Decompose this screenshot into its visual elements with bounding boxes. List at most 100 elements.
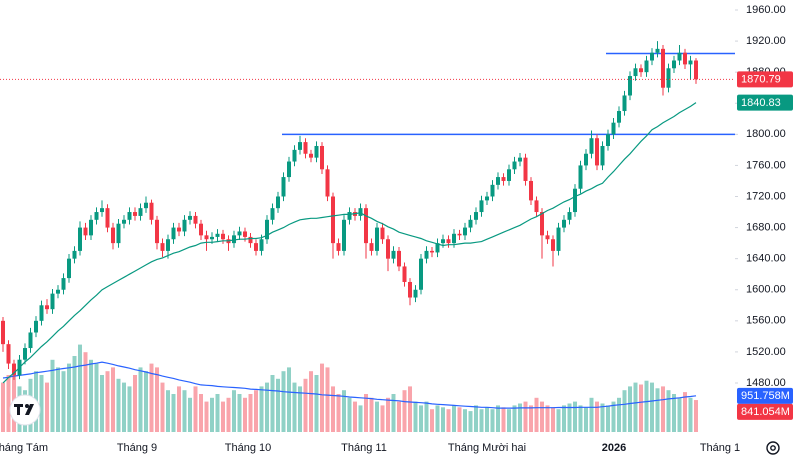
volume-bar bbox=[292, 382, 297, 432]
volume-bar bbox=[56, 367, 60, 432]
candle-body bbox=[551, 239, 555, 251]
volume-bar bbox=[666, 390, 671, 432]
volume-bar bbox=[325, 367, 330, 432]
settings-button[interactable] bbox=[766, 441, 780, 455]
volume-label: 841.054M bbox=[741, 406, 790, 418]
x-tick-label: Tháng 9 bbox=[117, 442, 157, 454]
candle-body bbox=[34, 320, 38, 333]
volume-bar bbox=[479, 409, 484, 432]
volume-bar bbox=[111, 367, 115, 432]
candle-body bbox=[672, 60, 676, 69]
candle-body bbox=[534, 200, 539, 213]
candle-body bbox=[298, 142, 302, 150]
logo-circle bbox=[9, 394, 41, 426]
volume-bar bbox=[89, 359, 93, 432]
ma-label: 1840.83 bbox=[741, 97, 781, 109]
volume-bar bbox=[221, 401, 225, 432]
volume-bar bbox=[226, 397, 231, 432]
candle-body bbox=[413, 289, 418, 298]
candle-body bbox=[6, 344, 11, 364]
candle-body bbox=[485, 196, 489, 201]
candle-body bbox=[622, 95, 627, 112]
volume-bar bbox=[611, 401, 616, 432]
candle-body bbox=[199, 223, 203, 236]
candle-body bbox=[204, 235, 209, 240]
volume-bar bbox=[45, 382, 49, 432]
candle-body bbox=[347, 212, 352, 220]
candle-body bbox=[463, 227, 467, 236]
candle-body bbox=[325, 169, 330, 197]
volume-bar bbox=[237, 394, 242, 432]
candle-body bbox=[336, 243, 341, 251]
volume-bar bbox=[380, 405, 385, 432]
candle-body bbox=[562, 219, 566, 228]
gear-outer[interactable] bbox=[766, 441, 780, 455]
candle-body bbox=[474, 212, 478, 220]
candle-body bbox=[452, 233, 456, 244]
volume-bar bbox=[61, 371, 66, 432]
volume-bar bbox=[534, 397, 539, 432]
volume-bar bbox=[369, 397, 374, 432]
axes: 1480.00 1520.00 1560.00 1600.00 1640.00 1680.… bbox=[0, 4, 793, 454]
candle-body bbox=[380, 227, 385, 240]
y-tick-label: 1680.00 bbox=[746, 221, 786, 233]
candle-body bbox=[309, 153, 313, 158]
volume-bar bbox=[584, 407, 588, 432]
volume-bar bbox=[600, 403, 605, 432]
volume-bar bbox=[529, 405, 533, 432]
volume-bar bbox=[639, 384, 643, 432]
volume-bar bbox=[358, 405, 363, 432]
volume-bar bbox=[518, 403, 522, 432]
candle-body bbox=[232, 235, 236, 244]
candle-body bbox=[441, 239, 445, 244]
y-tick-label: 1920.00 bbox=[746, 35, 786, 47]
volume-bar bbox=[523, 401, 528, 432]
candle-body bbox=[160, 243, 165, 251]
last-price-label: 1870.79 bbox=[741, 74, 781, 86]
x-tick-label: Tháng 1 bbox=[700, 442, 740, 454]
volume-bar bbox=[94, 363, 99, 432]
volume-ma-line bbox=[2, 361, 697, 409]
volume-bar bbox=[210, 397, 214, 432]
candle-body bbox=[248, 236, 253, 244]
candle-body bbox=[94, 212, 99, 220]
last-price-label-box bbox=[737, 71, 793, 88]
candle-body bbox=[435, 243, 440, 253]
volume-bar bbox=[507, 409, 511, 432]
volume-bar bbox=[232, 390, 236, 432]
volume-bar bbox=[177, 386, 181, 432]
candle-body bbox=[457, 233, 462, 236]
gear-inner[interactable] bbox=[770, 445, 776, 451]
volume-bar bbox=[314, 375, 319, 432]
volume-bar bbox=[595, 401, 599, 432]
candle-body bbox=[386, 239, 390, 259]
volume-bar bbox=[463, 409, 467, 432]
candle-body bbox=[342, 219, 346, 251]
volume-bar bbox=[402, 390, 407, 432]
candle-body bbox=[320, 145, 324, 170]
volume-bar bbox=[309, 371, 313, 432]
volume-bar bbox=[204, 401, 209, 432]
candle-body bbox=[265, 219, 269, 240]
volume-bar bbox=[116, 378, 121, 432]
volume-bar bbox=[166, 390, 170, 432]
candle-body bbox=[39, 305, 44, 321]
candle-body bbox=[188, 215, 192, 220]
volume-bar bbox=[622, 390, 627, 432]
candle-body bbox=[628, 76, 632, 96]
volume-bar bbox=[567, 403, 572, 432]
volume-bar bbox=[408, 386, 412, 432]
candle-body bbox=[287, 161, 291, 178]
candle-body bbox=[644, 60, 649, 73]
volume-bar bbox=[413, 401, 418, 432]
candle-body bbox=[397, 250, 401, 267]
moving-average-line bbox=[2, 102, 697, 384]
tv-logo bbox=[9, 394, 41, 426]
volume-bar bbox=[683, 392, 687, 432]
candle-body bbox=[210, 236, 214, 240]
volume-bar bbox=[138, 367, 143, 432]
candle-body bbox=[666, 68, 671, 88]
logo-part bbox=[25, 404, 34, 415]
